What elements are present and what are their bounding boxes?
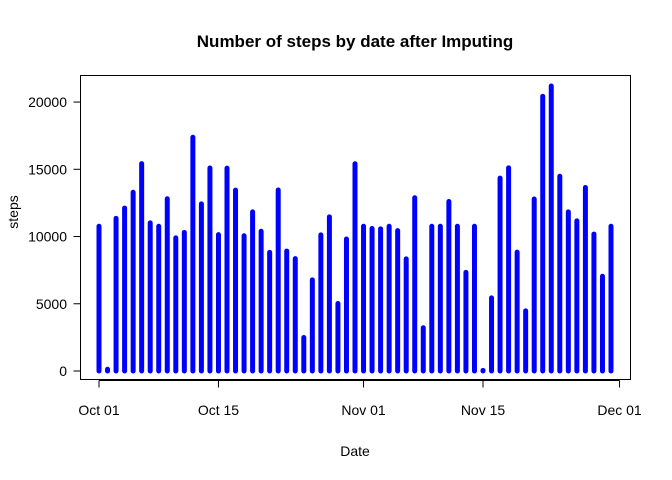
x-axis: Oct 01 Oct 15 Nov 01 Nov 15 Dec 01 — [78, 380, 642, 418]
x-tick-label: Oct 01 — [78, 402, 119, 418]
x-axis-label: Date — [340, 443, 370, 459]
y-axis: 0 5000 10000 15000 20000 — [28, 94, 81, 379]
y-tick-label: 10000 — [28, 229, 67, 245]
y-tick-label: 20000 — [28, 94, 67, 110]
x-tick-label: Oct 15 — [198, 402, 239, 418]
y-axis-label: steps — [5, 195, 21, 228]
y-tick-label: 0 — [59, 363, 67, 379]
x-tick-label: Dec 01 — [597, 402, 642, 418]
y-tick-label: 5000 — [36, 296, 67, 312]
y-tick-label: 15000 — [28, 161, 67, 177]
bars-group — [96, 83, 614, 374]
chart-title: Number of steps by date after Imputing — [197, 32, 513, 51]
x-tick-label: Nov 15 — [461, 402, 506, 418]
x-tick-label: Nov 01 — [341, 402, 386, 418]
